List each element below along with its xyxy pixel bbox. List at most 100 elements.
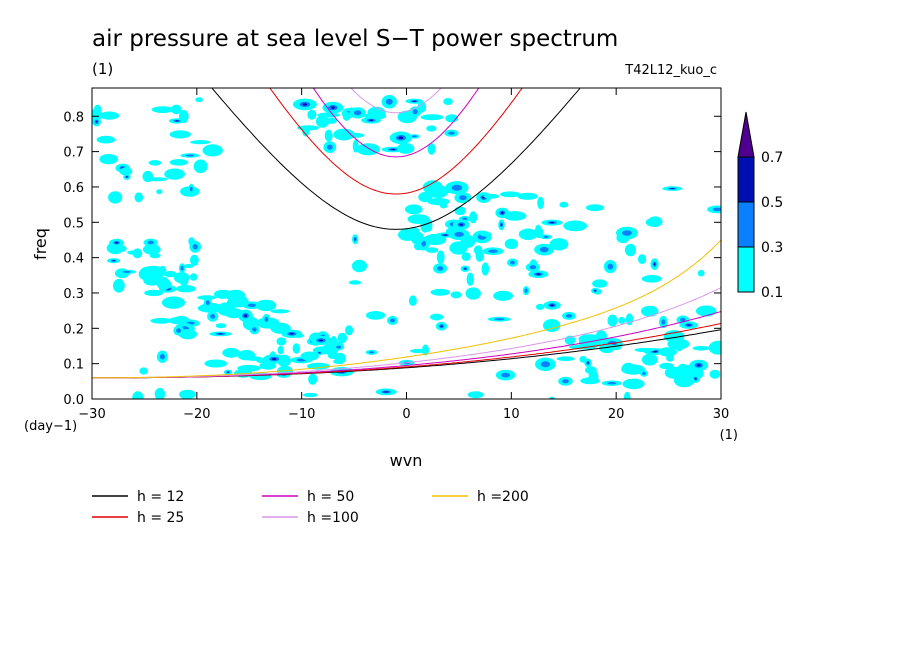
contour-patch <box>450 291 462 299</box>
contour-patch <box>454 231 464 237</box>
contour-patch <box>641 353 658 366</box>
contour-patch <box>175 120 179 122</box>
contour-patch <box>96 135 116 144</box>
contour-patch <box>195 97 203 103</box>
contour-patch <box>461 252 471 261</box>
contour-patch <box>142 170 154 183</box>
contour-patch <box>337 332 348 344</box>
contour-patch <box>661 319 666 325</box>
contour-patch <box>638 254 647 264</box>
legend-label: h = 25 <box>137 510 184 526</box>
dispersion-curves <box>92 88 721 379</box>
contour-patch <box>276 337 287 346</box>
contour-patch <box>562 379 569 384</box>
contour-patch <box>144 289 164 297</box>
contour-patch <box>151 106 174 113</box>
y-tick-label: 0.8 <box>63 110 84 125</box>
contour-patch <box>529 265 537 270</box>
contour-patch <box>289 333 294 335</box>
contour-patch <box>179 276 189 286</box>
contour-patch <box>537 196 544 210</box>
x-axis-unit: (1) <box>720 428 738 443</box>
contour-patch <box>587 362 589 364</box>
contour-patch <box>664 366 685 379</box>
legend-label: h = 50 <box>307 489 354 505</box>
contour-patch <box>510 260 515 265</box>
contour-patch <box>585 204 605 212</box>
contour-patch <box>556 356 575 362</box>
contour-patch <box>469 211 478 224</box>
contour-patch <box>467 391 484 399</box>
contour-patch <box>302 103 308 106</box>
contour-patch <box>462 217 468 221</box>
contour-patch <box>410 231 424 245</box>
contour-patch <box>237 350 256 361</box>
contour-patch <box>443 98 453 105</box>
contour-patch <box>623 391 631 399</box>
contour-patch <box>297 125 320 131</box>
colorbar-band <box>737 246 755 293</box>
x-tick-label: 20 <box>608 407 625 422</box>
contour-patch <box>412 100 417 102</box>
contour-patch <box>326 117 337 124</box>
contour-patch <box>692 346 710 351</box>
contour-patch <box>390 318 395 323</box>
contour-patch <box>122 270 131 273</box>
contour-patch <box>192 244 198 250</box>
contour-patch <box>180 265 184 271</box>
contour-patch <box>161 296 186 309</box>
contour-patch <box>368 351 375 354</box>
contour-patch <box>366 311 386 320</box>
contour-patch <box>139 367 148 375</box>
contour-patch <box>183 264 194 268</box>
contour-patch <box>694 378 697 380</box>
contour-patch <box>488 249 498 253</box>
contour-patch <box>158 276 170 291</box>
contour-patch <box>607 314 618 327</box>
contour-patch <box>99 154 119 165</box>
y-axis-ticks: 0.0 0.1 0.2 0.3 0.4 0.5 0.6 0.7 0.8 <box>63 110 721 408</box>
contour-patch <box>272 358 277 360</box>
contour-patch <box>422 180 443 195</box>
contour-patch <box>330 106 335 109</box>
contour-patch <box>318 339 324 342</box>
contour-patch <box>524 288 528 293</box>
contour-patch <box>112 260 115 262</box>
colorbar-arrow <box>737 111 755 158</box>
contour-patch <box>390 148 396 151</box>
curve-100-lower <box>92 287 721 379</box>
contour-patch <box>580 377 600 385</box>
x-tick-label: 30 <box>713 407 730 422</box>
y-tick-label: 0.2 <box>63 322 84 337</box>
contour-patch <box>624 243 637 257</box>
contour-patch <box>95 120 98 123</box>
contour-patch <box>292 343 301 354</box>
contour-patch <box>455 246 463 253</box>
contour-patch <box>663 330 685 343</box>
contour-patch <box>354 238 356 241</box>
contour-patch <box>697 269 705 277</box>
contour-patch <box>607 263 614 270</box>
contour-patch <box>326 144 333 150</box>
contour-patch <box>618 316 626 324</box>
contour-patch <box>430 313 444 321</box>
contour-patch <box>210 314 216 319</box>
contour-patch <box>225 289 246 302</box>
contour-patch <box>425 219 433 232</box>
contour-patch <box>459 223 463 226</box>
y-tick-label: 0.3 <box>63 287 84 302</box>
contour-patch <box>99 111 120 120</box>
contour-patch <box>426 125 437 132</box>
chart-subtitle: (1) <box>92 60 113 78</box>
contour-patch <box>440 325 443 328</box>
contour-patch <box>119 245 127 252</box>
contour-patch <box>190 140 211 145</box>
contour-patch <box>465 287 481 300</box>
contour-patch <box>147 240 154 245</box>
contour-patch <box>352 139 359 153</box>
y-tick-label: 0.7 <box>63 146 84 161</box>
y-tick-label: 0.4 <box>63 252 84 267</box>
y-tick-label: 0.0 <box>63 393 84 408</box>
plot-area: −30 −20 −10 0 10 20 30 0.00.10.20.30.40.50.60.… <box>63 87 730 422</box>
contour-patch <box>503 211 527 221</box>
